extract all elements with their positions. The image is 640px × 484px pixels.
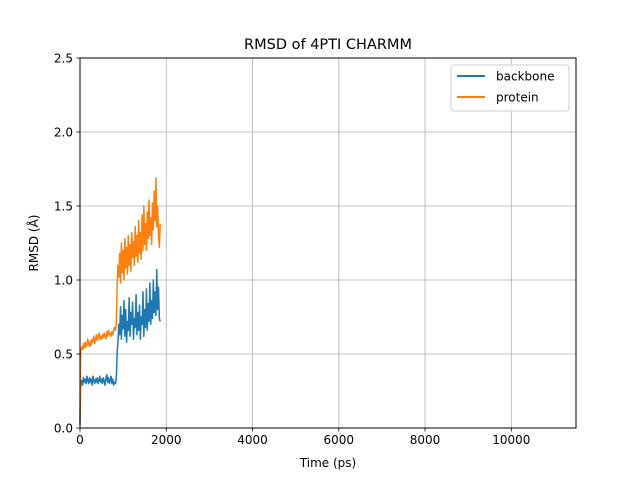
x-tick-label: 6000 <box>324 433 355 447</box>
y-tick-label: 2.0 <box>54 126 73 140</box>
y-tick-label: 2.5 <box>54 52 73 66</box>
chart-title: RMSD of 4PTI CHARMM <box>244 37 412 53</box>
x-tick-label: 2000 <box>151 433 182 447</box>
x-tick-label: 8000 <box>410 433 441 447</box>
y-axis-label: RMSD (Å) <box>26 215 41 272</box>
y-tick-label: 1.0 <box>54 274 73 288</box>
x-axis-label: Time (ps) <box>299 456 356 470</box>
axis-ticks: 0 2000 4000 6000 8000 10000 0.0 0.5 1.0 1.5 2.0 2.5 <box>54 52 530 448</box>
axes-frame <box>79 57 577 429</box>
series-line-protein <box>79 177 161 421</box>
series-lines <box>79 177 161 426</box>
y-tick-label: 0.0 <box>54 422 73 436</box>
legend-label-backbone: backbone <box>496 70 554 84</box>
grid-lines <box>79 57 576 429</box>
legend-label-protein: protein <box>496 91 539 105</box>
legend: backbone protein <box>450 64 570 112</box>
x-tick-label: 4000 <box>237 433 268 447</box>
x-tick-label: 0 <box>76 433 84 447</box>
series-line-backbone <box>79 268 161 426</box>
y-tick-label: 1.5 <box>54 200 73 214</box>
x-tick-label: 10000 <box>492 433 530 447</box>
y-tick-label: 0.5 <box>54 348 73 362</box>
